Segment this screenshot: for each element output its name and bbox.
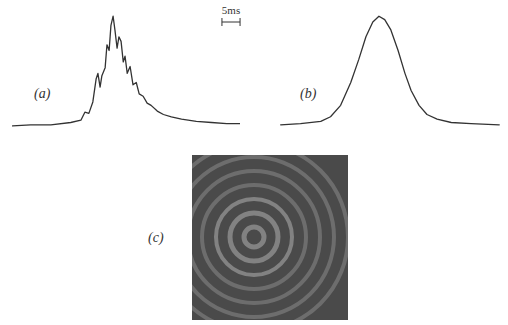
svg-text:5ms: 5ms: [222, 4, 240, 16]
html-text:(c): (c): [148, 230, 164, 245]
html-text:(b): (b): [300, 86, 317, 101]
html-text:(a): (a): [34, 86, 51, 101]
